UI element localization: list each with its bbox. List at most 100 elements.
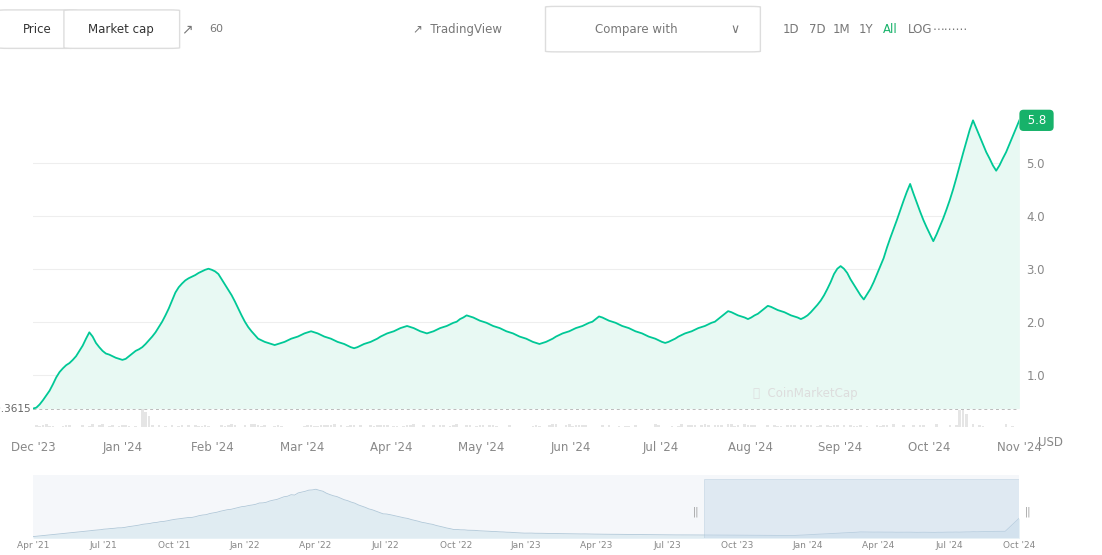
Bar: [392, 426, 396, 427]
Bar: [972, 425, 974, 427]
Bar: [754, 425, 756, 427]
Bar: [253, 425, 256, 427]
Bar: [194, 425, 196, 427]
Bar: [903, 425, 905, 427]
Bar: [125, 425, 127, 427]
Bar: [634, 425, 637, 427]
Bar: [45, 425, 47, 427]
Bar: [197, 426, 199, 427]
Bar: [919, 425, 921, 427]
Bar: [744, 424, 746, 427]
Bar: [62, 426, 64, 427]
Bar: [475, 426, 478, 427]
Bar: [224, 426, 226, 427]
Bar: [584, 425, 587, 427]
Bar: [790, 425, 792, 427]
Bar: [860, 425, 862, 427]
Bar: [455, 425, 458, 427]
Bar: [508, 425, 511, 427]
Bar: [670, 426, 673, 427]
Bar: [534, 425, 538, 427]
Bar: [68, 425, 71, 427]
Bar: [750, 425, 753, 427]
Bar: [227, 425, 229, 427]
Bar: [339, 425, 343, 427]
Bar: [777, 426, 779, 427]
Bar: [830, 426, 832, 427]
Bar: [121, 425, 123, 427]
Bar: [164, 426, 166, 427]
Bar: [531, 426, 534, 427]
Bar: [607, 425, 611, 427]
Bar: [713, 425, 716, 427]
Bar: [820, 425, 822, 427]
Bar: [706, 425, 710, 427]
Bar: [488, 425, 491, 427]
Bar: [959, 410, 961, 427]
Text: 60: 60: [209, 24, 223, 34]
Bar: [65, 425, 67, 427]
Text: ||: ||: [692, 506, 699, 517]
Bar: [856, 426, 858, 427]
Bar: [422, 425, 425, 427]
FancyBboxPatch shape: [0, 10, 77, 48]
Bar: [780, 426, 782, 427]
Bar: [731, 425, 733, 427]
Bar: [230, 425, 233, 427]
Bar: [313, 426, 315, 427]
Bar: [273, 426, 276, 427]
Bar: [617, 426, 620, 427]
Bar: [111, 425, 114, 427]
Bar: [912, 425, 915, 427]
Bar: [118, 426, 120, 427]
Bar: [703, 425, 706, 427]
Bar: [826, 425, 829, 427]
Bar: [843, 425, 845, 427]
Bar: [250, 425, 252, 427]
Bar: [577, 425, 581, 427]
Bar: [886, 425, 888, 427]
Bar: [452, 425, 455, 427]
Text: 1D: 1D: [782, 23, 800, 36]
Bar: [42, 425, 44, 427]
FancyBboxPatch shape: [64, 10, 180, 48]
Bar: [353, 425, 356, 427]
Bar: [965, 414, 968, 427]
Text: ||: ||: [1024, 506, 1030, 517]
Bar: [627, 426, 630, 427]
Text: 5.8: 5.8: [1024, 114, 1049, 127]
Bar: [836, 425, 839, 427]
Bar: [35, 425, 37, 427]
Bar: [601, 425, 604, 427]
Bar: [774, 425, 776, 427]
Bar: [624, 426, 627, 427]
Bar: [727, 425, 730, 427]
Bar: [767, 426, 769, 427]
Bar: [382, 425, 386, 427]
Bar: [263, 425, 266, 427]
Text: ↗  TradingView: ↗ TradingView: [413, 23, 501, 36]
Bar: [876, 425, 878, 427]
Text: 1M: 1M: [833, 23, 851, 36]
Text: USD: USD: [1038, 436, 1063, 448]
Bar: [495, 426, 498, 427]
Bar: [704, 480, 1019, 538]
Bar: [721, 425, 723, 427]
Bar: [234, 425, 236, 427]
Bar: [158, 426, 160, 427]
Bar: [108, 426, 110, 427]
Bar: [568, 425, 571, 427]
Text: • 0.3615: • 0.3615: [0, 403, 30, 413]
Bar: [439, 425, 442, 427]
Bar: [181, 425, 183, 427]
Bar: [151, 425, 153, 427]
Bar: [98, 425, 100, 427]
Bar: [866, 426, 868, 427]
Bar: [491, 425, 495, 427]
Bar: [369, 425, 372, 427]
Bar: [402, 426, 406, 427]
Bar: [693, 425, 696, 427]
Bar: [962, 406, 964, 427]
Bar: [817, 426, 819, 427]
Bar: [128, 426, 130, 427]
